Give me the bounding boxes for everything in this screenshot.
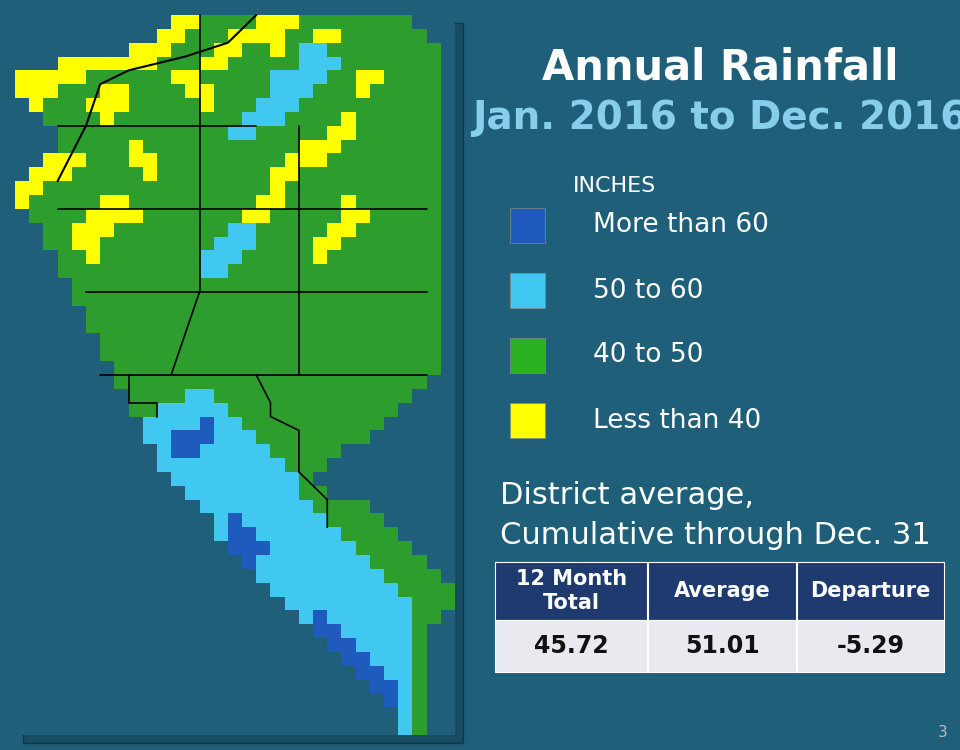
Text: INCHES: INCHES (573, 176, 657, 196)
FancyBboxPatch shape (510, 208, 545, 243)
Text: More than 60: More than 60 (593, 212, 769, 238)
Text: 40 to 50: 40 to 50 (593, 343, 704, 368)
FancyBboxPatch shape (648, 562, 796, 620)
FancyBboxPatch shape (495, 620, 647, 672)
Text: 45.72: 45.72 (534, 634, 609, 658)
Text: District average,: District average, (500, 481, 754, 509)
Text: 3: 3 (938, 725, 948, 740)
FancyBboxPatch shape (510, 338, 545, 373)
FancyBboxPatch shape (510, 273, 545, 308)
Text: 51.01: 51.01 (684, 634, 759, 658)
Text: Jan. 2016 to Dec. 2016: Jan. 2016 to Dec. 2016 (472, 99, 960, 137)
Text: 50 to 60: 50 to 60 (593, 278, 704, 304)
FancyBboxPatch shape (23, 23, 463, 743)
FancyBboxPatch shape (510, 403, 545, 438)
FancyBboxPatch shape (495, 562, 647, 620)
Text: Departure: Departure (810, 581, 931, 601)
Text: Less than 40: Less than 40 (593, 407, 761, 434)
FancyBboxPatch shape (648, 620, 796, 672)
Text: Annual Rainfall: Annual Rainfall (541, 47, 899, 89)
Text: 12 Month
Total: 12 Month Total (516, 569, 627, 613)
Text: Average: Average (674, 581, 771, 601)
FancyBboxPatch shape (797, 620, 944, 672)
Text: -5.29: -5.29 (837, 634, 904, 658)
FancyBboxPatch shape (797, 562, 944, 620)
Text: Cumulative through Dec. 31: Cumulative through Dec. 31 (500, 520, 931, 550)
